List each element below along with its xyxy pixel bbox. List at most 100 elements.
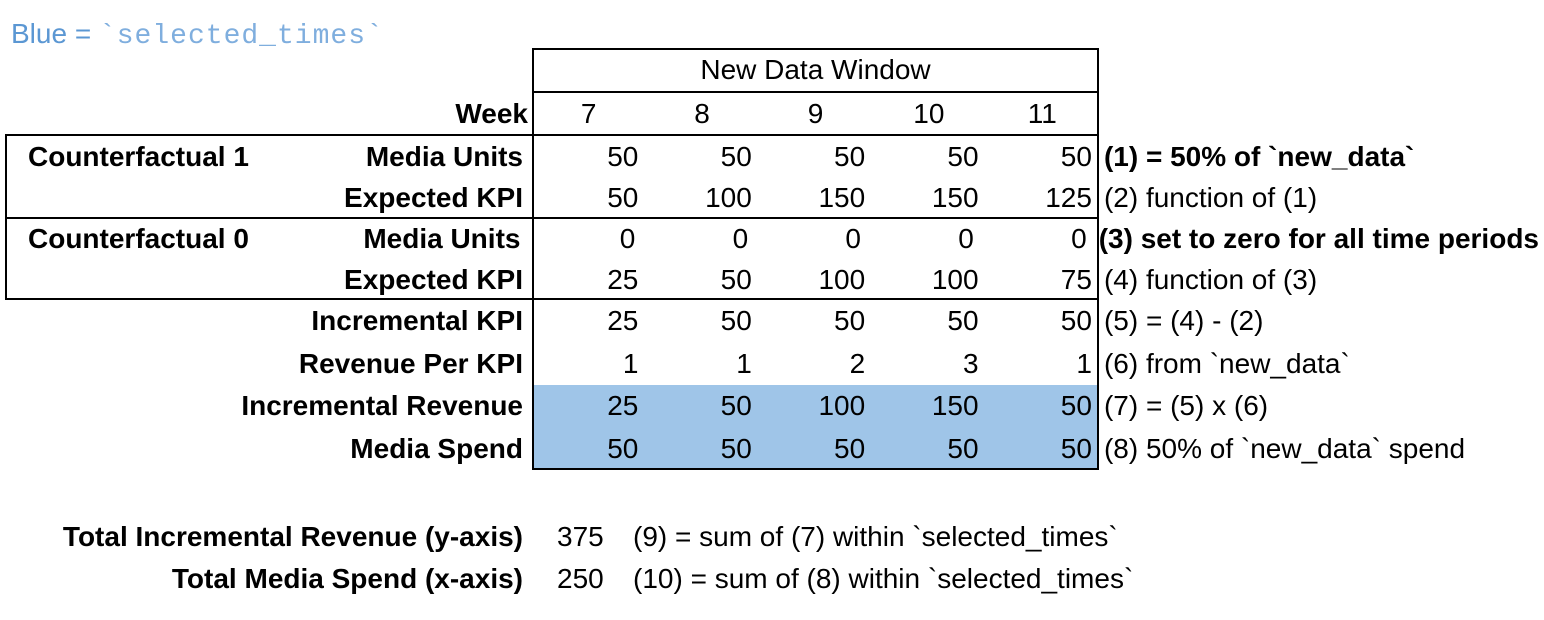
- row-annotation: (5) = (4) - (2): [1103, 305, 1264, 337]
- week-8: 8: [694, 98, 710, 129]
- legend-note-text: Blue =: [11, 18, 99, 49]
- cell-value: 2: [849, 347, 866, 379]
- cell-value-highlighted: 50: [1060, 432, 1092, 464]
- row-label: Incremental KPI: [311, 305, 523, 337]
- row-label-cell: Media Spend: [5, 433, 532, 465]
- selected-times-highlight: [534, 385, 1097, 468]
- row-annotation: (8) 50% of `new_data` spend: [1103, 432, 1466, 464]
- cell-value: 1: [622, 347, 639, 379]
- table-row-incremental-revenue: Incremental Revenue 25 50 100 150 50 (7)…: [5, 385, 1539, 428]
- cell-value: 0: [958, 222, 974, 254]
- week-9: 9: [807, 98, 824, 129]
- cell-value-highlighted: 25: [607, 390, 639, 422]
- cell-value-highlighted: 50: [720, 432, 752, 464]
- row-annotation: (4) function of (3): [1103, 263, 1318, 295]
- total-incremental-revenue-annotation: (9) = sum of (7) within `selected_times`: [633, 521, 1118, 552]
- cell-value: 50: [720, 305, 752, 337]
- cell-value: 1: [1076, 347, 1092, 379]
- week-row-divider: [5, 134, 1099, 136]
- cell-value: 3: [962, 347, 979, 379]
- cell-value: 75: [1060, 263, 1092, 295]
- cell-value-highlighted: 50: [607, 432, 639, 464]
- cell-value: 50: [607, 140, 639, 172]
- row-annotation: (2) function of (1): [1103, 181, 1318, 213]
- data-table: New Data Window Week 7 8 9 10 11 Counter…: [5, 48, 1539, 470]
- cell-value-highlighted: 50: [720, 390, 752, 422]
- cell-value: 25: [607, 263, 639, 295]
- counterfactual-divider: [5, 217, 1099, 219]
- row-label: Revenue Per KPI: [298, 347, 523, 379]
- data-table-border: [532, 48, 1099, 470]
- new-data-window-header: New Data Window: [700, 54, 931, 85]
- cell-value-highlighted: 50: [834, 432, 866, 464]
- cell-value: 50: [947, 140, 979, 172]
- row-label-cell: Revenue Per KPI: [5, 348, 532, 380]
- cell-value: 125: [1045, 181, 1092, 213]
- cell-value: 0: [845, 222, 861, 254]
- group-box-left-border: [5, 134, 7, 300]
- cell-value: 0: [619, 222, 636, 254]
- table-header-row: New Data Window: [5, 48, 1539, 92]
- table-row-revenue-per-kpi: Revenue Per KPI 1 1 2 3 1 (6) from `new_…: [5, 343, 1539, 386]
- cell-value: 0: [732, 222, 749, 254]
- cell-value: 100: [818, 263, 866, 295]
- week-11: 11: [1027, 98, 1057, 129]
- totals-section: Total Incremental Revenue (y-axis) 375 (…: [5, 516, 1539, 600]
- total-media-spend-label: Total Media Spend (x-axis): [171, 563, 523, 594]
- total-media-spend-row: Total Media Spend (x-axis) 250 (10) = su…: [5, 558, 1539, 600]
- cell-value: 50: [834, 140, 866, 172]
- group-label-counterfactual-1: Counterfactual 1: [28, 140, 249, 172]
- cell-value-highlighted: 50: [1060, 390, 1092, 422]
- week-7: 7: [580, 98, 597, 129]
- row-label: Incremental Revenue: [241, 390, 523, 422]
- row-annotation: (3) set to zero for all time periods: [1098, 222, 1539, 254]
- week-label: Week: [455, 98, 528, 129]
- cell-value-highlighted: 50: [947, 432, 979, 464]
- cell-value-highlighted: 150: [931, 390, 979, 422]
- cell-value: 50: [720, 263, 752, 295]
- cell-value: 0: [1071, 222, 1087, 254]
- cell-value: 50: [607, 181, 639, 213]
- cell-value: 150: [931, 181, 979, 213]
- total-incremental-revenue-label: Total Incremental Revenue (y-axis): [62, 521, 523, 552]
- cell-value: 100: [705, 181, 752, 213]
- cell-value: 50: [1060, 305, 1092, 337]
- cell-value: 100: [931, 263, 979, 295]
- row-annotation: (7) = (5) x (6): [1103, 390, 1269, 422]
- row-label: Media Units: [365, 140, 523, 172]
- cell-value: 50: [720, 140, 752, 172]
- row-label: Expected KPI: [344, 263, 523, 295]
- cell-value: 50: [947, 305, 979, 337]
- group-label-counterfactual-0: Counterfactual 0: [28, 222, 249, 254]
- row-label-cell: Expected KPI: [5, 182, 532, 214]
- header-divider: [532, 91, 1099, 93]
- cell-value: 1: [736, 347, 752, 379]
- cell-value: 50: [834, 305, 866, 337]
- total-incremental-revenue-value: 375: [557, 521, 604, 552]
- row-label-cell: Incremental Revenue: [5, 390, 532, 422]
- row-annotation: (6) from `new_data`: [1103, 347, 1350, 379]
- counterfactual0-bottom-divider: [5, 298, 1099, 300]
- cell-value: 50: [1060, 140, 1092, 172]
- row-label-cell: Counterfactual 0 Media Units: [5, 223, 529, 255]
- row-label-cell: Expected KPI: [5, 264, 532, 296]
- cell-value: 25: [607, 305, 639, 337]
- total-incremental-revenue-row: Total Incremental Revenue (y-axis) 375 (…: [5, 516, 1539, 558]
- table-row-media-spend: Media Spend 50 50 50 50 50 (8) 50% of `n…: [5, 428, 1539, 471]
- row-annotation: (1) = 50% of `new_data`: [1103, 140, 1415, 172]
- table-row-cf1-media-units: Counterfactual 1 Media Units 50 50 50 50…: [5, 136, 1539, 177]
- total-media-spend-annotation: (10) = sum of (8) within `selected_times…: [633, 563, 1134, 594]
- row-label: Expected KPI: [344, 181, 523, 213]
- row-label: Media Units: [363, 222, 521, 254]
- row-label: Media Spend: [350, 432, 523, 464]
- row-label-cell: Incremental KPI: [5, 305, 532, 337]
- cell-value-highlighted: 100: [818, 390, 866, 422]
- legend-note-code: `selected_times`: [98, 21, 384, 52]
- week-row: Week 7 8 9 10 11: [5, 92, 1539, 136]
- week-10: 10: [913, 98, 945, 129]
- cell-value: 150: [818, 181, 866, 213]
- table-row-cf0-media-units: Counterfactual 0 Media Units 0 0 0 0 0 (…: [5, 218, 1539, 259]
- table-row-incremental-kpi: Incremental KPI 25 50 50 50 50 (5) = (4)…: [5, 300, 1539, 343]
- table-row-cf0-expected-kpi: Expected KPI 25 50 100 100 75 (4) functi…: [5, 259, 1539, 300]
